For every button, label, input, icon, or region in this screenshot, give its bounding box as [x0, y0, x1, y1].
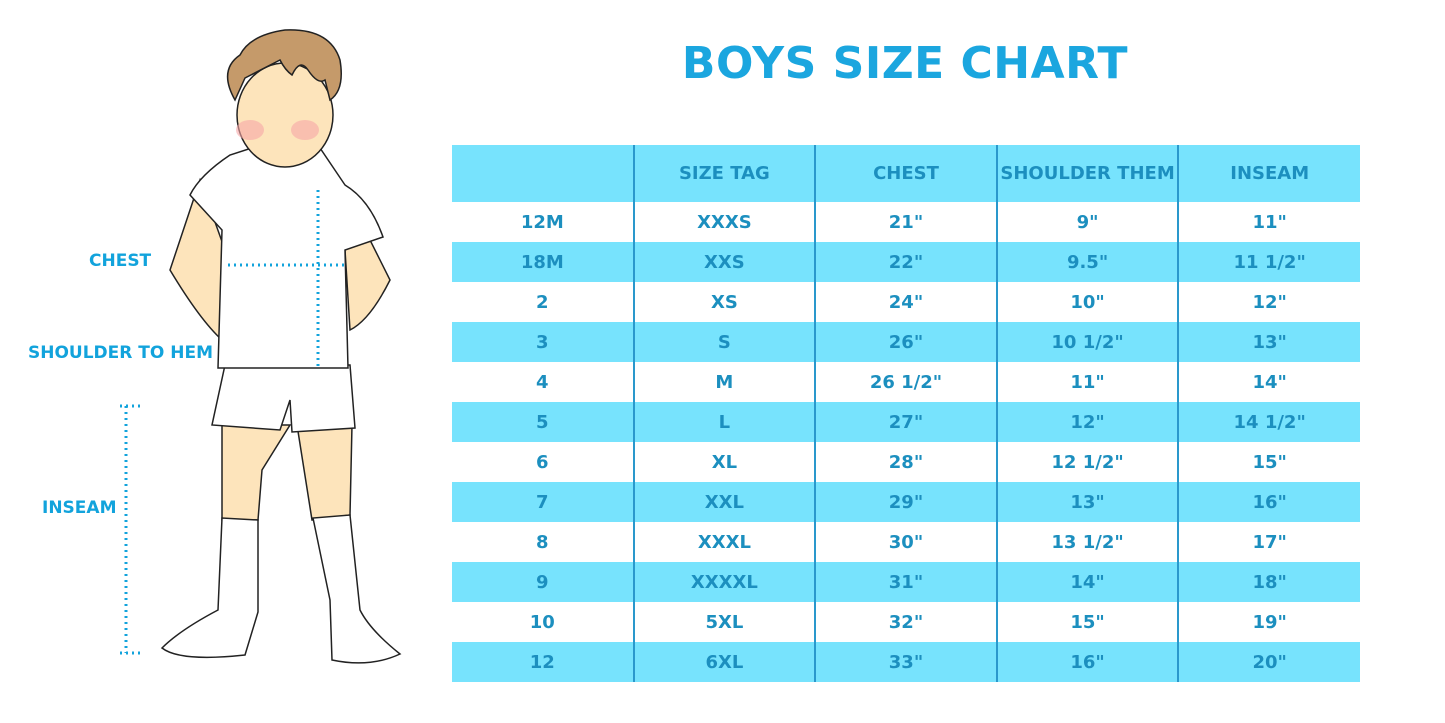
table-cell: XS: [632, 282, 816, 322]
table-cell: 13": [995, 482, 1179, 522]
table-cell: 6XL: [632, 642, 816, 682]
column-header: CHEST: [814, 145, 997, 202]
inseam-label: INSEAM: [42, 498, 117, 518]
table-cell: 12 1/2": [995, 442, 1179, 482]
table-cell: XXXL: [632, 522, 816, 562]
table-cell: 33": [814, 642, 997, 682]
table-row: 3 S 26" 10 1/2" 13": [452, 322, 1360, 362]
table-cell: 29": [814, 482, 997, 522]
table-cell: 10 1/2": [995, 322, 1179, 362]
page-title: BOYS SIZE CHART: [681, 38, 1129, 89]
table-cell: 12": [1177, 282, 1360, 322]
table-cell: 12M: [520, 211, 564, 233]
table-cell: 11": [1177, 202, 1360, 242]
column-header: SIZE TAG: [632, 145, 816, 202]
column-header: SHOULDER THEM: [995, 145, 1179, 202]
boy-illustration: [120, 29, 402, 664]
table-cell: 4: [536, 371, 549, 393]
table-cell: M: [632, 362, 816, 402]
table-row: 12M XXXS 21" 9" 11": [452, 202, 1360, 242]
table-cell: 6: [536, 451, 549, 473]
table-cell: XXS: [632, 242, 816, 282]
table-cell: 15": [1177, 442, 1360, 482]
table-cell: 18M: [452, 242, 634, 282]
table-cell: 11": [995, 362, 1179, 402]
table-row: 9 XXXXL 31" 14" 18": [452, 562, 1360, 602]
table-cell: 17": [1177, 522, 1360, 562]
table-cell: 10": [995, 282, 1179, 322]
table-cell: 13 1/2": [995, 522, 1179, 562]
table-cell: 27": [814, 402, 997, 442]
table-row: 12 6XL 33" 16" 20": [452, 642, 1360, 682]
table-cell: 14": [1177, 362, 1360, 402]
table-cell: 20": [1177, 642, 1360, 682]
table-row: 7 XXL 29" 13" 16": [452, 482, 1360, 522]
table-cell: 12: [452, 642, 634, 682]
table-cell: 13": [1177, 322, 1360, 362]
table-cell: 28": [814, 442, 997, 482]
table-cell: 18": [1177, 562, 1360, 602]
table-cell: 9.5": [995, 242, 1179, 282]
table-row: 2 XS 24" 10" 12": [452, 282, 1360, 322]
table-cell: 15": [995, 602, 1179, 642]
column-header: INSEAM: [1177, 145, 1360, 202]
table-cell: 32": [814, 602, 997, 642]
table-cell: 21": [814, 202, 997, 242]
size-table: SIZE TAG CHEST SHOULDER THEM INSEAM 12M XXXS…: [452, 145, 1360, 682]
table-row: 5 L 27" 12" 14 1/2": [452, 402, 1360, 442]
table-cell: 14 1/2": [1177, 402, 1360, 442]
table-cell: 31": [814, 562, 997, 602]
table-cell: 14": [995, 562, 1179, 602]
table-cell: XXL: [632, 482, 816, 522]
column-header: [452, 145, 634, 202]
table-cell: S: [632, 322, 816, 362]
table-cell: 2: [536, 291, 549, 313]
table-header-row: SIZE TAG CHEST SHOULDER THEM INSEAM: [452, 145, 1360, 202]
table-row: 6 XL 28" 12 1/2" 15": [452, 442, 1360, 482]
table-cell: 7: [452, 482, 634, 522]
table-cell: 5XL: [632, 602, 816, 642]
table-cell: XL: [632, 442, 816, 482]
table-cell: 5: [452, 402, 634, 442]
table-cell: 3: [452, 322, 634, 362]
table-cell: 22": [814, 242, 997, 282]
table-cell: 19": [1177, 602, 1360, 642]
table-row: 10 5XL 32" 15" 19": [452, 602, 1360, 642]
table-cell: 30": [814, 522, 997, 562]
table-cell: 16": [1177, 482, 1360, 522]
table-row: 4 M 26 1/2" 11" 14": [452, 362, 1360, 402]
table-cell: 24": [814, 282, 997, 322]
table-cell: L: [632, 402, 816, 442]
table-cell: 26 1/2": [814, 362, 997, 402]
chest-label: CHEST: [89, 251, 152, 271]
table-cell: 26": [814, 322, 997, 362]
shoulder-to-hem-label: SHOULDER TO HEM: [28, 343, 214, 363]
table-cell: 9": [995, 202, 1179, 242]
table-cell: 9: [452, 562, 634, 602]
table-row: 18M XXS 22" 9.5" 11 1/2": [452, 242, 1360, 282]
table-cell: 8: [536, 531, 549, 553]
table-cell: 10: [529, 611, 555, 633]
table-cell: XXXXL: [632, 562, 816, 602]
table-row: 8 XXXL 30" 13 1/2" 17": [452, 522, 1360, 562]
table-cell: 12": [995, 402, 1179, 442]
table-cell: 11 1/2": [1177, 242, 1360, 282]
table-cell: XXXS: [632, 202, 816, 242]
table-cell: 16": [995, 642, 1179, 682]
